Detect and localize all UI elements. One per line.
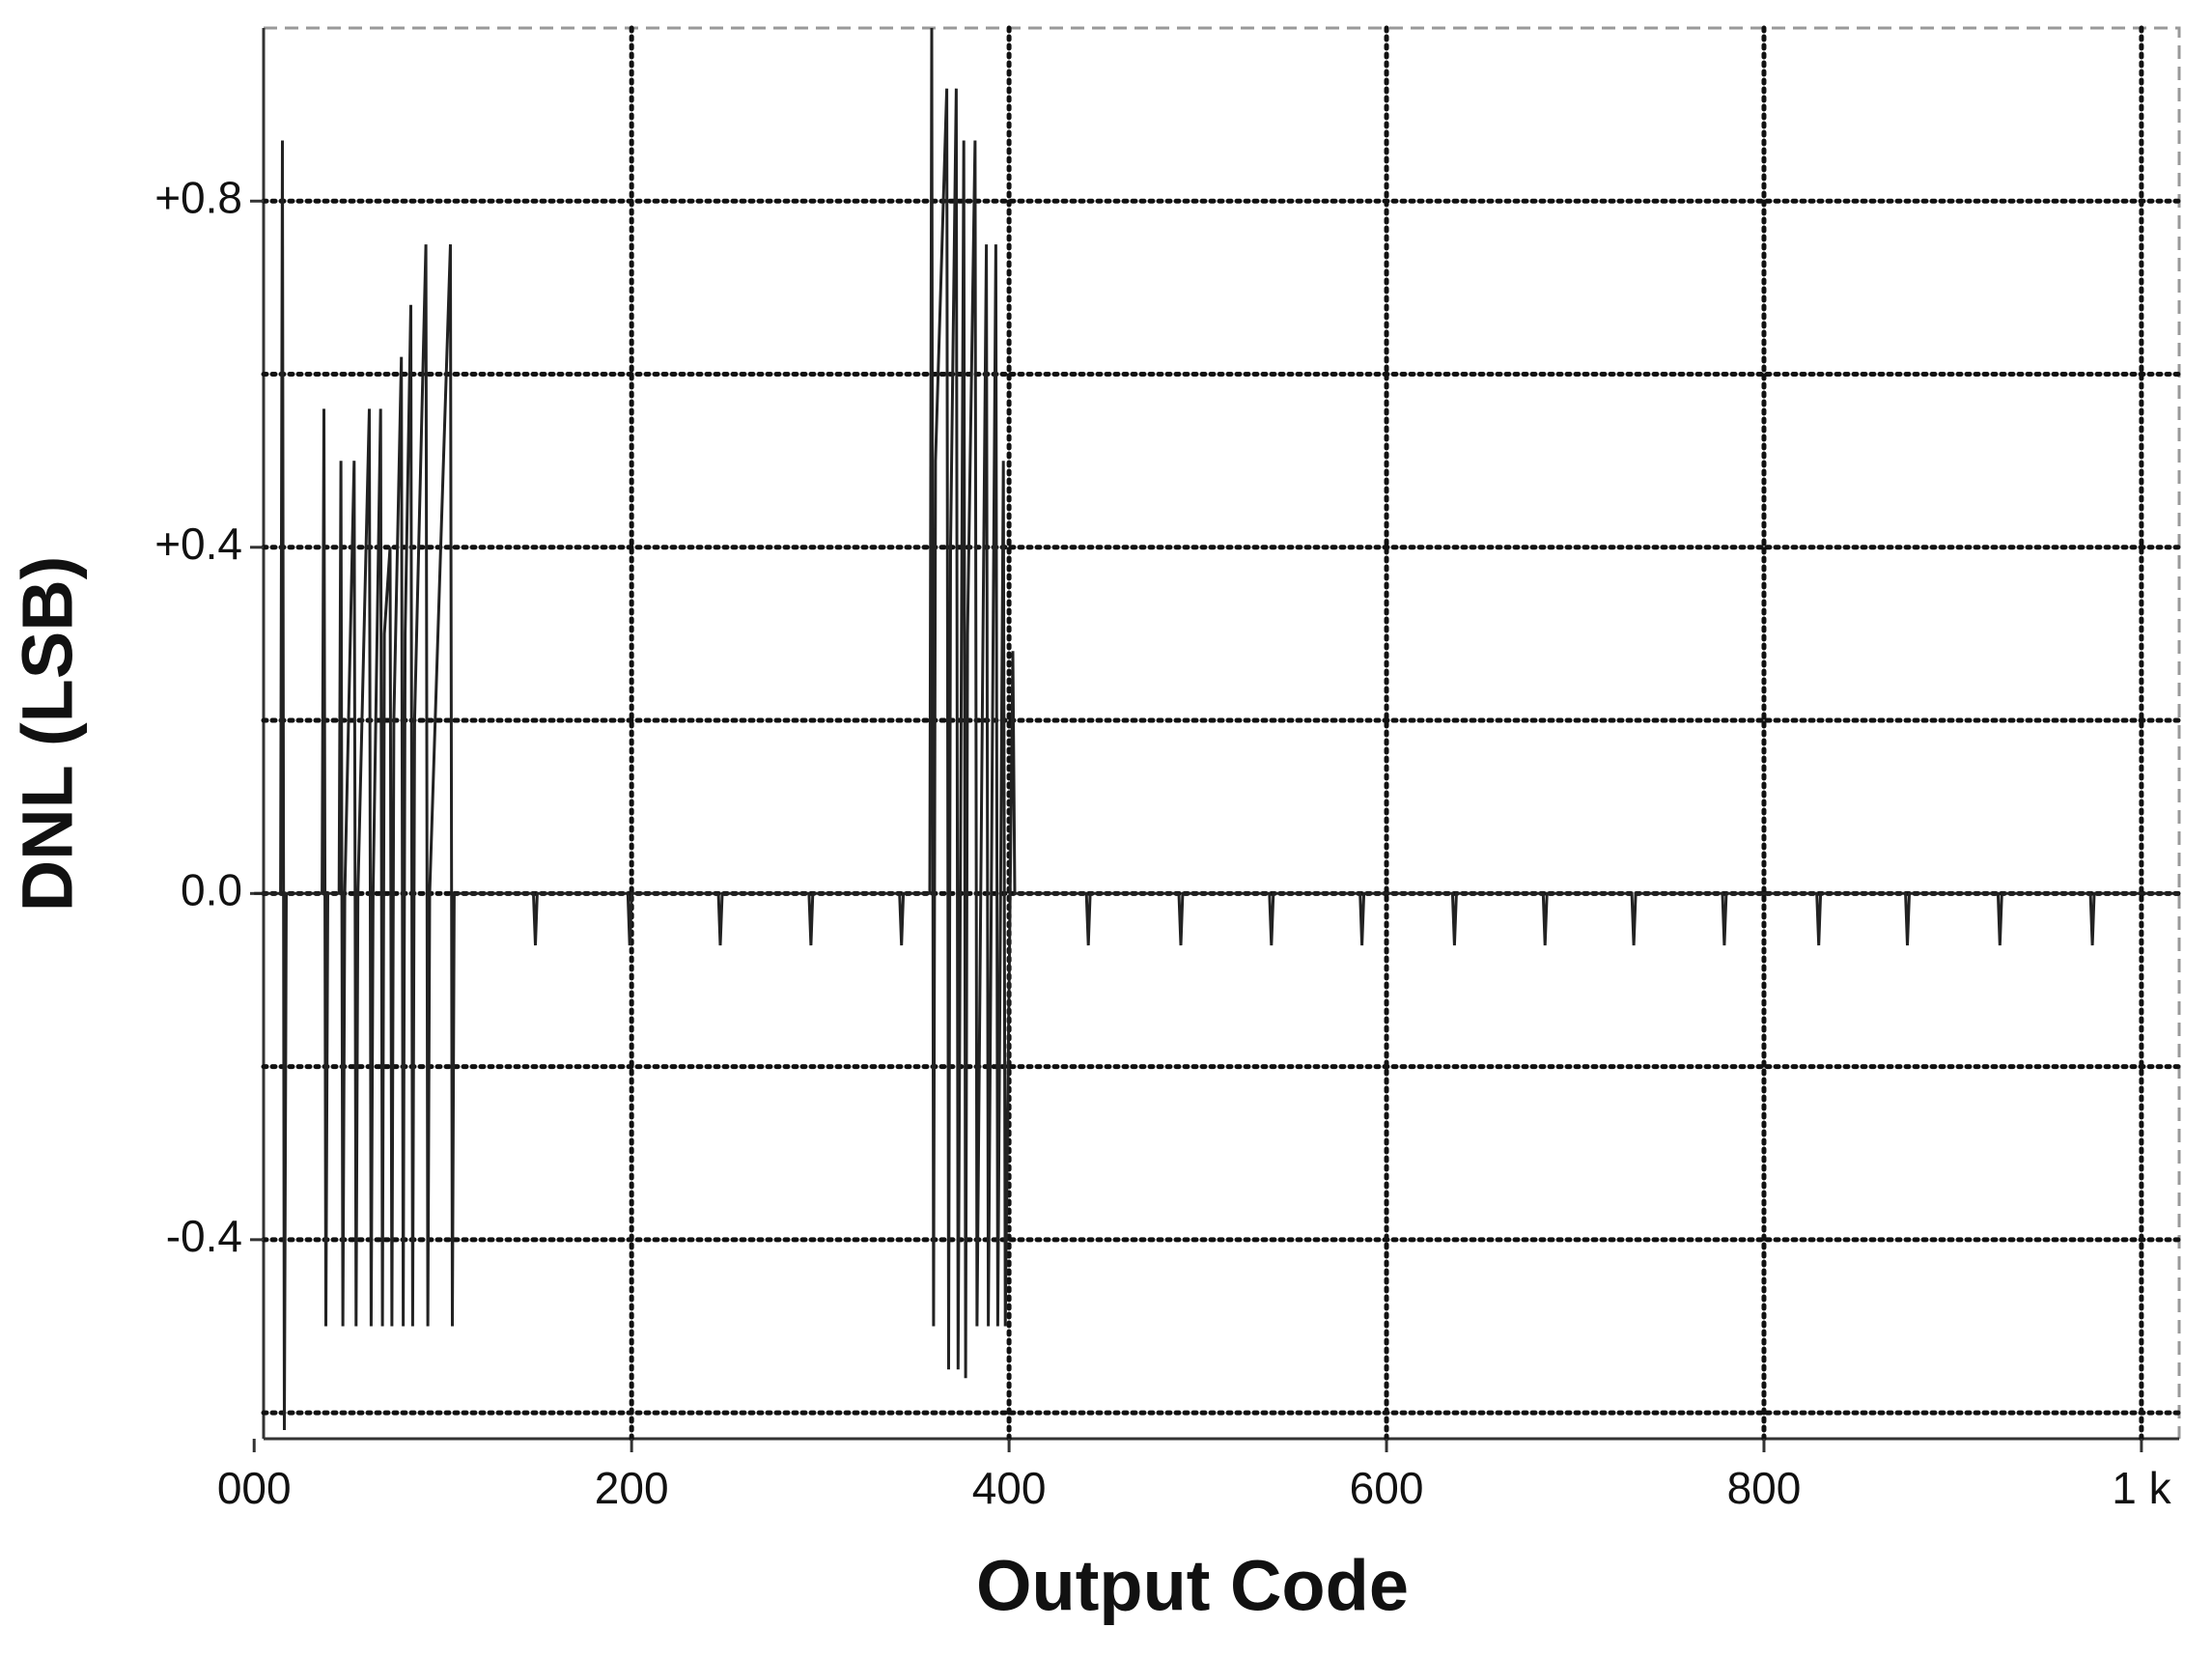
x-tick-label: 000 xyxy=(217,1463,292,1513)
x-axis-title: Output Code xyxy=(976,1546,1409,1626)
x-tick-label: 400 xyxy=(972,1463,1047,1513)
y-tick-label: +0.4 xyxy=(154,519,242,569)
y-tick-label: -0.4 xyxy=(166,1211,242,1261)
x-tick-label: 1 k xyxy=(2112,1463,2171,1513)
x-tick-label: 800 xyxy=(1727,1463,1802,1513)
x-tick-label: 600 xyxy=(1350,1463,1424,1513)
plot-frame-dashed xyxy=(264,26,2181,1439)
y-axis-title: DNL (LSB) xyxy=(8,556,88,912)
x-tick-label: 200 xyxy=(595,1463,669,1513)
y-tick-label: +0.8 xyxy=(154,172,242,222)
y-tick-label: 0.0 xyxy=(181,864,242,914)
data-line xyxy=(254,27,2179,1431)
